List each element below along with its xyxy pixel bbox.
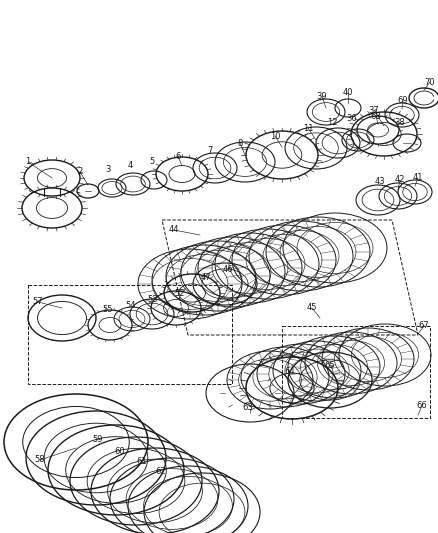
Text: 53: 53 bbox=[147, 295, 158, 304]
Text: 41: 41 bbox=[412, 174, 422, 182]
Text: 68: 68 bbox=[370, 111, 381, 120]
Text: 52: 52 bbox=[174, 289, 185, 298]
Text: 47: 47 bbox=[200, 273, 211, 282]
Text: 2: 2 bbox=[77, 167, 82, 176]
Text: 62: 62 bbox=[155, 467, 166, 477]
Text: 69: 69 bbox=[397, 95, 407, 104]
Text: 8: 8 bbox=[237, 139, 242, 148]
Text: 65: 65 bbox=[324, 361, 335, 370]
Text: 55: 55 bbox=[102, 305, 113, 314]
Text: 7: 7 bbox=[207, 146, 212, 155]
Text: 59: 59 bbox=[92, 435, 103, 445]
Text: 70: 70 bbox=[424, 77, 434, 86]
Text: 36: 36 bbox=[346, 114, 357, 123]
Text: 66: 66 bbox=[416, 401, 427, 410]
Text: 4: 4 bbox=[127, 161, 132, 171]
Text: 38: 38 bbox=[394, 117, 404, 126]
Text: 60: 60 bbox=[114, 448, 125, 456]
Text: 39: 39 bbox=[316, 92, 327, 101]
Text: 45: 45 bbox=[306, 303, 317, 312]
Text: 1: 1 bbox=[25, 157, 31, 166]
Text: 12: 12 bbox=[326, 117, 336, 126]
Text: 61: 61 bbox=[136, 457, 147, 466]
Text: 58: 58 bbox=[35, 456, 45, 464]
Text: 5: 5 bbox=[149, 157, 154, 166]
Text: 10: 10 bbox=[269, 132, 279, 141]
Text: 43: 43 bbox=[374, 177, 385, 187]
Text: 11: 11 bbox=[302, 124, 313, 133]
Text: 63: 63 bbox=[242, 403, 253, 413]
Text: 64: 64 bbox=[284, 367, 295, 376]
Text: 57: 57 bbox=[32, 297, 43, 306]
Text: 42: 42 bbox=[394, 175, 404, 184]
Text: 46: 46 bbox=[222, 265, 233, 274]
Text: 40: 40 bbox=[342, 87, 353, 96]
Text: 6: 6 bbox=[175, 151, 180, 160]
Text: 54: 54 bbox=[125, 301, 136, 310]
Text: 3: 3 bbox=[105, 166, 110, 174]
Text: 67: 67 bbox=[418, 321, 428, 330]
Text: 37: 37 bbox=[368, 106, 378, 115]
Text: 44: 44 bbox=[168, 225, 179, 235]
